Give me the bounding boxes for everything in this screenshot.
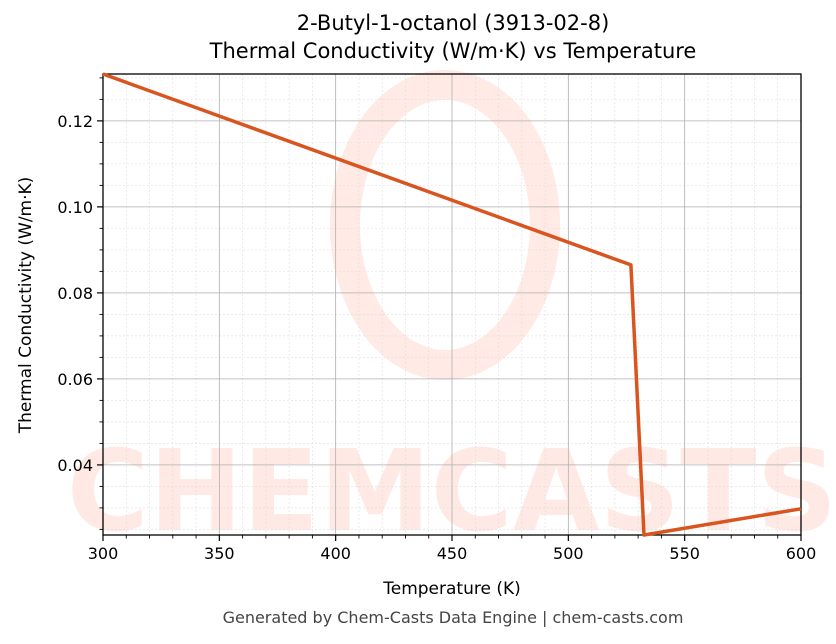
y-axis-label: Thermal Conductivity (W/m·K)	[16, 177, 36, 435]
y-tick-label: 0.12	[57, 112, 93, 131]
svg-text:CHEMCASTS: CHEMCASTS	[67, 427, 836, 557]
x-tick-label: 600	[786, 544, 817, 563]
y-tick-label: 0.08	[57, 284, 93, 303]
x-tick-label: 300	[88, 544, 119, 563]
x-tick-label: 400	[320, 544, 351, 563]
x-tick-label: 500	[553, 544, 584, 563]
x-axis-label: Temperature (K)	[382, 579, 521, 599]
x-tick-label: 350	[204, 544, 235, 563]
y-tick-label: 0.10	[57, 198, 93, 217]
data-line	[102, 72, 802, 537]
x-tick-label: 550	[669, 544, 700, 563]
y-tick-label: 0.06	[57, 370, 93, 389]
chart-title-line2: Thermal Conductivity (W/m·K) vs Temperat…	[209, 39, 697, 63]
footer-credit: Generated by Chem-Casts Data Engine | ch…	[222, 608, 684, 627]
y-tick-label: 0.04	[57, 456, 93, 475]
chart-title-line1: 2-Butyl-1-octanol (3913-02-8)	[296, 11, 610, 35]
x-tick-label: 450	[437, 544, 468, 563]
